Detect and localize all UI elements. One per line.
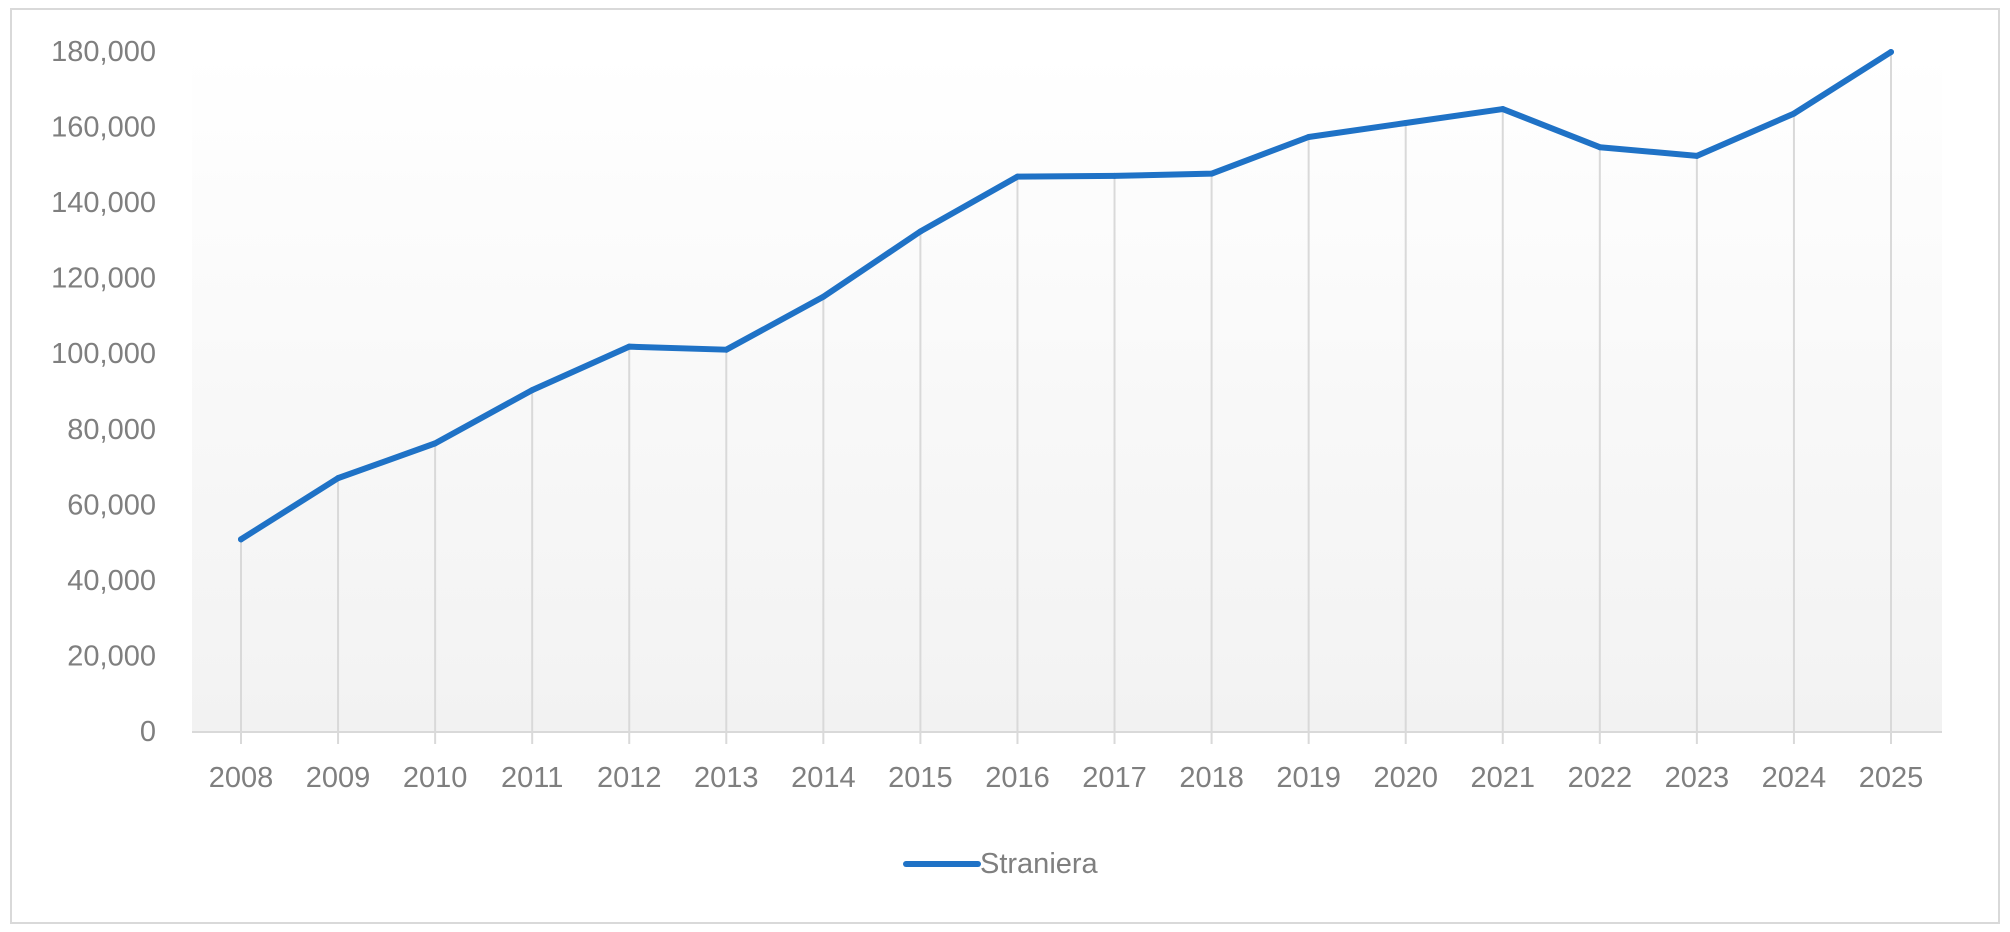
y-tick-label: 160,000 bbox=[51, 112, 156, 144]
data-point bbox=[1111, 172, 1118, 179]
x-tick-label: 2016 bbox=[985, 762, 1050, 794]
data-point bbox=[1790, 110, 1797, 117]
data-point bbox=[432, 440, 439, 447]
chart-frame: 0 20,000 40,000 60,000 80,000 100,000 120,000 1… bbox=[10, 8, 2000, 924]
y-tick-label: 140,000 bbox=[51, 187, 156, 219]
y-tick-label: 40,000 bbox=[67, 565, 156, 597]
x-tick-label: 2013 bbox=[694, 762, 759, 794]
x-tick-label: 2018 bbox=[1179, 762, 1244, 794]
data-point bbox=[820, 293, 827, 300]
x-tick-label: 2009 bbox=[306, 762, 371, 794]
y-tick-label: 80,000 bbox=[67, 414, 156, 446]
y-tick-label: 60,000 bbox=[67, 489, 156, 521]
gridlines bbox=[240, 52, 1892, 744]
data-point bbox=[1402, 120, 1409, 127]
x-tick-label: 2012 bbox=[597, 762, 662, 794]
x-tick-label: 2019 bbox=[1276, 762, 1341, 794]
data-point bbox=[1208, 170, 1215, 177]
y-tick-label: 180,000 bbox=[51, 36, 156, 68]
x-tick-label: 2015 bbox=[888, 762, 953, 794]
x-tick-label: 2025 bbox=[1859, 762, 1924, 794]
data-point bbox=[626, 343, 633, 350]
x-tick-label: 2023 bbox=[1665, 762, 1730, 794]
legend-label-straniera: Straniera bbox=[980, 848, 1099, 880]
line-chart: 0 20,000 40,000 60,000 80,000 100,000 120,000 1… bbox=[51, 36, 1942, 880]
y-tick-label: 120,000 bbox=[51, 263, 156, 295]
x-tick-label: 2014 bbox=[791, 762, 856, 794]
y-tick-label: 0 bbox=[140, 716, 156, 748]
x-tick-label: 2008 bbox=[209, 762, 274, 794]
data-point bbox=[238, 536, 244, 543]
series-layer bbox=[238, 49, 1894, 543]
data-point bbox=[335, 475, 342, 482]
x-tick-label: 2017 bbox=[1082, 762, 1147, 794]
plot-area bbox=[192, 52, 1942, 732]
x-tick-label: 2011 bbox=[501, 762, 563, 794]
legend: Straniera bbox=[903, 848, 1099, 880]
data-point bbox=[1596, 144, 1603, 151]
data-point bbox=[917, 228, 924, 235]
x-tick-label: 2010 bbox=[403, 762, 468, 794]
series-line-straniera bbox=[238, 49, 1894, 543]
x-tick-label: 2020 bbox=[1373, 762, 1438, 794]
data-point bbox=[1014, 173, 1021, 180]
x-tick-label: 2022 bbox=[1568, 762, 1633, 794]
data-point bbox=[723, 346, 730, 353]
x-tick-label: 2021 bbox=[1471, 762, 1536, 794]
x-tick-label: 2024 bbox=[1762, 762, 1827, 794]
data-point bbox=[1693, 152, 1700, 159]
data-point bbox=[1499, 106, 1506, 113]
y-axis-tick-labels: 0 20,000 40,000 60,000 80,000 100,000 120,000 1… bbox=[51, 36, 156, 748]
data-point bbox=[1305, 134, 1312, 140]
y-tick-label: 20,000 bbox=[67, 640, 156, 672]
x-axis-tick-labels: 2008 2009 2010 2011 2012 2013 2014 2015 2016 2017… bbox=[209, 762, 1924, 794]
data-point bbox=[529, 387, 536, 394]
data-point bbox=[1888, 49, 1894, 55]
y-tick-label: 100,000 bbox=[51, 338, 156, 370]
